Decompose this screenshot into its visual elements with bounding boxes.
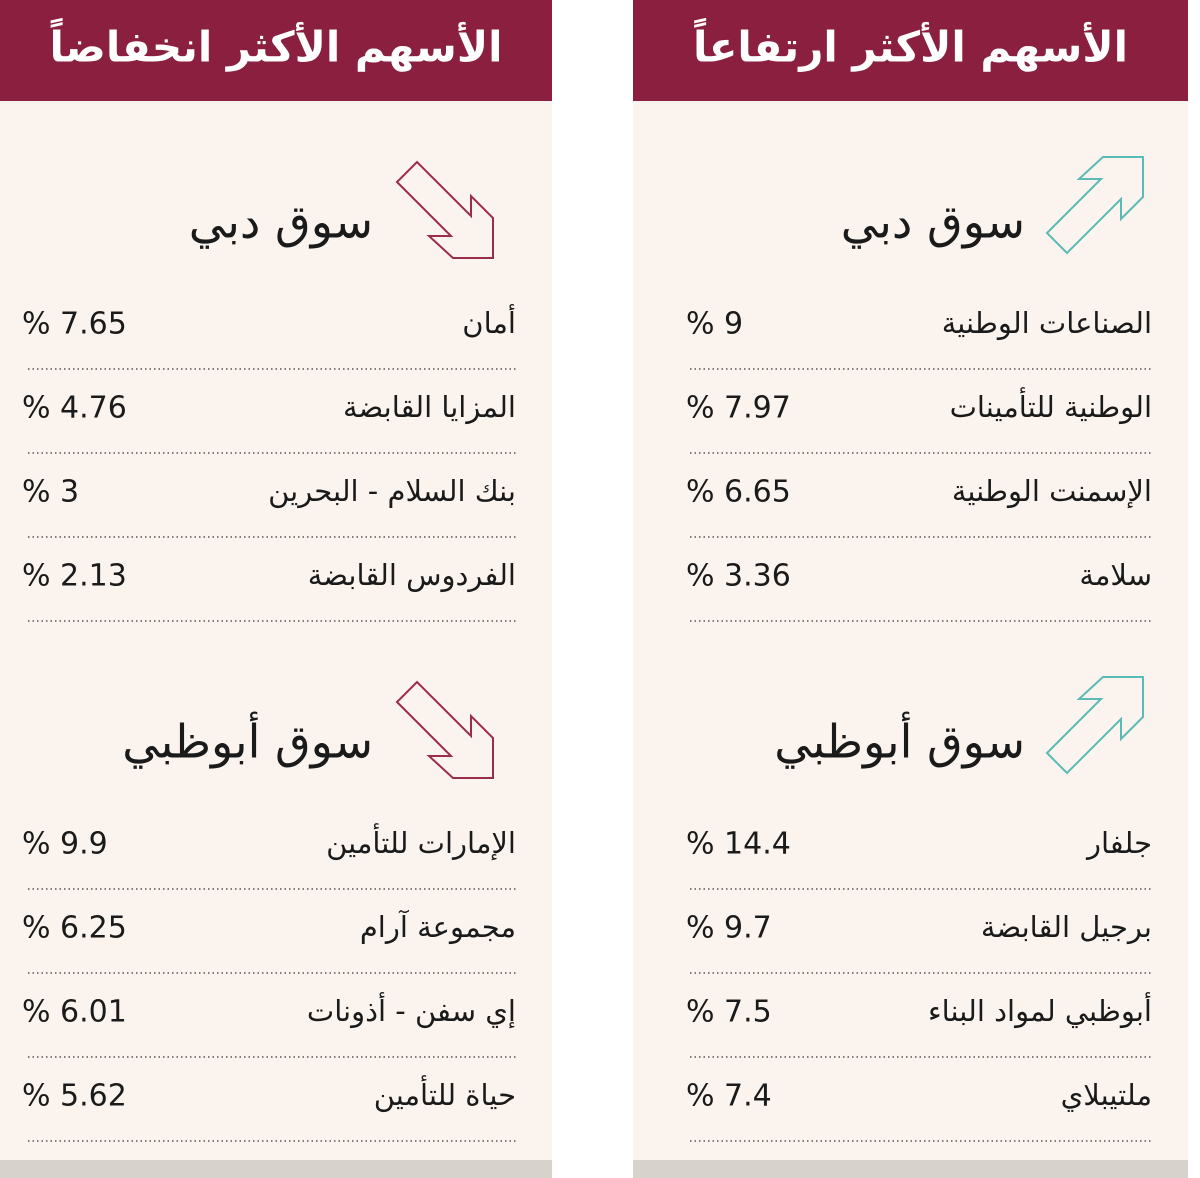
market-heading: سوق أبوظبي: [774, 712, 1025, 770]
stock-change: % 2.13: [22, 559, 127, 594]
stock-name: برجيل القابضة: [981, 910, 1152, 944]
stock-change: % 6.01: [22, 995, 127, 1030]
panel-footer: [633, 1160, 1188, 1178]
stock-change: % 9.9: [22, 827, 108, 862]
stock-name: حياة للتأمين: [374, 1074, 516, 1112]
stock-change: % 5.62: [22, 1079, 127, 1114]
arrow-icon: [1045, 676, 1144, 775]
stock-name: الإسمنت الوطنية: [952, 474, 1152, 509]
stock-name: سلامة: [1079, 558, 1152, 592]
stock-name: الصناعات الوطنية: [942, 306, 1152, 340]
stock-change: % 7.65: [22, 307, 127, 342]
stock-name: المزايا القابضة: [343, 390, 516, 424]
panel-title: الأسهم الأكثر ارتفاعاً: [693, 17, 1128, 72]
stock-change: % 6.25: [22, 911, 127, 946]
stock-name: أمان: [462, 303, 516, 340]
stock-change: % 9: [686, 307, 743, 342]
stock-name: بنك السلام - البحرين: [268, 474, 516, 508]
stock-change: % 3: [22, 475, 79, 510]
panel-body: [0, 0, 552, 1178]
stock-name: أبوظبي لمواد البناء: [928, 991, 1152, 1029]
panel-footer: [0, 1160, 552, 1178]
panel-title: الأسهم الأكثر انخفاضاً: [49, 17, 502, 72]
stock-name: جلفار: [1085, 826, 1152, 860]
stock-change: % 4.76: [22, 391, 127, 426]
stock-change: % 9.7: [686, 911, 772, 946]
market-heading: سوق دبي: [189, 195, 373, 250]
stock-name: الفردوس القابضة: [308, 558, 516, 592]
arrow-icon: [1045, 156, 1144, 255]
stock-change: % 7.5: [686, 995, 772, 1030]
stock-change: % 7.4: [686, 1079, 772, 1114]
stock-name: الإمارات للتأمين: [326, 822, 516, 861]
arrow-icon: [395, 680, 494, 779]
panel-header: [0, 0, 552, 101]
stock-change: % 7.97: [686, 391, 791, 426]
stock-name: إي سفن - أذونات: [307, 991, 516, 1029]
market-heading: سوق أبوظبي: [122, 712, 373, 770]
stock-name: الوطنية للتأمينات: [950, 386, 1152, 424]
stock-change: % 14.4: [686, 827, 791, 862]
arrow-icon: [395, 160, 494, 259]
panel-header: [633, 0, 1188, 101]
stock-name: مجموعة آرام: [360, 909, 516, 944]
stock-change: % 3.36: [686, 559, 791, 594]
market-heading: سوق دبي: [841, 195, 1025, 250]
stock-change: % 6.65: [686, 475, 791, 510]
panel-body: [633, 0, 1188, 1178]
stock-name: ملتيبلاي: [1061, 1078, 1152, 1112]
